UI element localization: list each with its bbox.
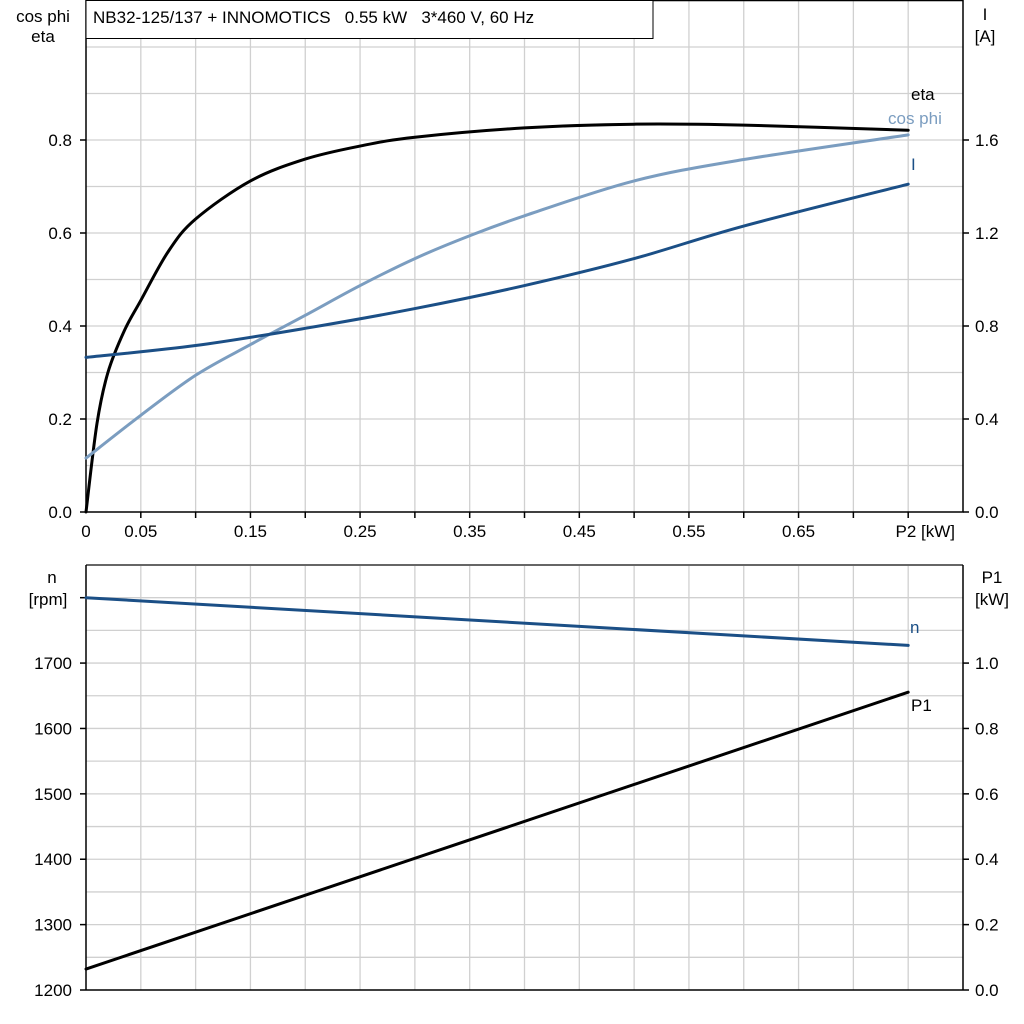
x-tick-label: 0.25 (344, 522, 377, 541)
chart-title: NB32-125/137 + INNOMOTICS 0.55 kW 3*460 … (93, 8, 534, 27)
top-right-axis-label-2: [A] (975, 27, 996, 46)
x-axis-label: P2 [kW] (895, 522, 955, 541)
bottom-left-axis-label-1: n (47, 568, 56, 587)
y-right-tick-label: 0.4 (975, 410, 999, 429)
y-right-tick-label: 0.6 (975, 785, 999, 804)
y-left-tick-label: 0.2 (48, 410, 72, 429)
top-left-axis-label-1: cos phi (16, 7, 70, 26)
y-right-tick-label: 0.2 (975, 916, 999, 935)
y-left-tick-label: 0.8 (48, 131, 72, 150)
x-tick-label: 0.15 (234, 522, 267, 541)
series-label-cos-phi: cos phi (888, 109, 942, 128)
grid-lines (86, 0, 963, 990)
curve-eta (84, 122, 910, 514)
x-tick-label: 0 (81, 522, 90, 541)
y-left-tick-label: 1400 (34, 850, 72, 869)
y-right-tick-label: 0.8 (975, 317, 999, 336)
y-right-tick-label: 0.8 (975, 719, 999, 738)
x-tick-label: 0.05 (124, 522, 157, 541)
curve-cos-phi (84, 133, 910, 460)
series-label-i: I (911, 155, 916, 174)
y-right-tick-label: 0.0 (975, 503, 999, 522)
y-right-tick-label: 1.2 (975, 224, 999, 243)
y-right-tick-label: 1.6 (975, 131, 999, 150)
y-left-tick-label: 1200 (34, 981, 72, 1000)
y-left-tick-label: 0.4 (48, 317, 72, 336)
y-left-tick-label: 1500 (34, 785, 72, 804)
top-right-axis-label-1: I (983, 5, 988, 24)
y-left-tick-label: 1700 (34, 654, 72, 673)
x-tick-label: 0.65 (782, 522, 815, 541)
x-tick-label: 0.35 (453, 522, 486, 541)
x-tick-label: 0.55 (672, 522, 705, 541)
axis-ticks: 0 0.05 0.15 0.25 0.35 0.45 0.55 0.65 0.0 0.2 0.4 0.… (34, 131, 998, 1000)
y-right-tick-label: 1.0 (975, 654, 999, 673)
y-right-tick-label: 0.4 (975, 850, 999, 869)
curve-p1 (84, 690, 910, 971)
y-right-tick-label: 0.0 (975, 981, 999, 1000)
top-left-axis-label-2: eta (31, 27, 55, 46)
curve-n (84, 596, 910, 647)
y-left-tick-label: 1600 (34, 719, 72, 738)
y-left-tick-label: 1300 (34, 916, 72, 935)
series-label-p1: P1 (911, 696, 932, 715)
title-box (85, 0, 654, 39)
series-label-eta: eta (911, 85, 935, 104)
y-left-tick-label: 0.0 (48, 503, 72, 522)
bottom-right-axis-label-2: [kW] (975, 590, 1009, 609)
series-label-n: n (910, 618, 919, 637)
bottom-right-axis-label-1: P1 (982, 568, 1003, 587)
x-tick-label: 0.45 (563, 522, 596, 541)
bottom-left-axis-label-2: [rpm] (29, 590, 68, 609)
curves (84, 122, 910, 971)
curve-i (84, 182, 910, 359)
y-left-tick-label: 0.6 (48, 224, 72, 243)
